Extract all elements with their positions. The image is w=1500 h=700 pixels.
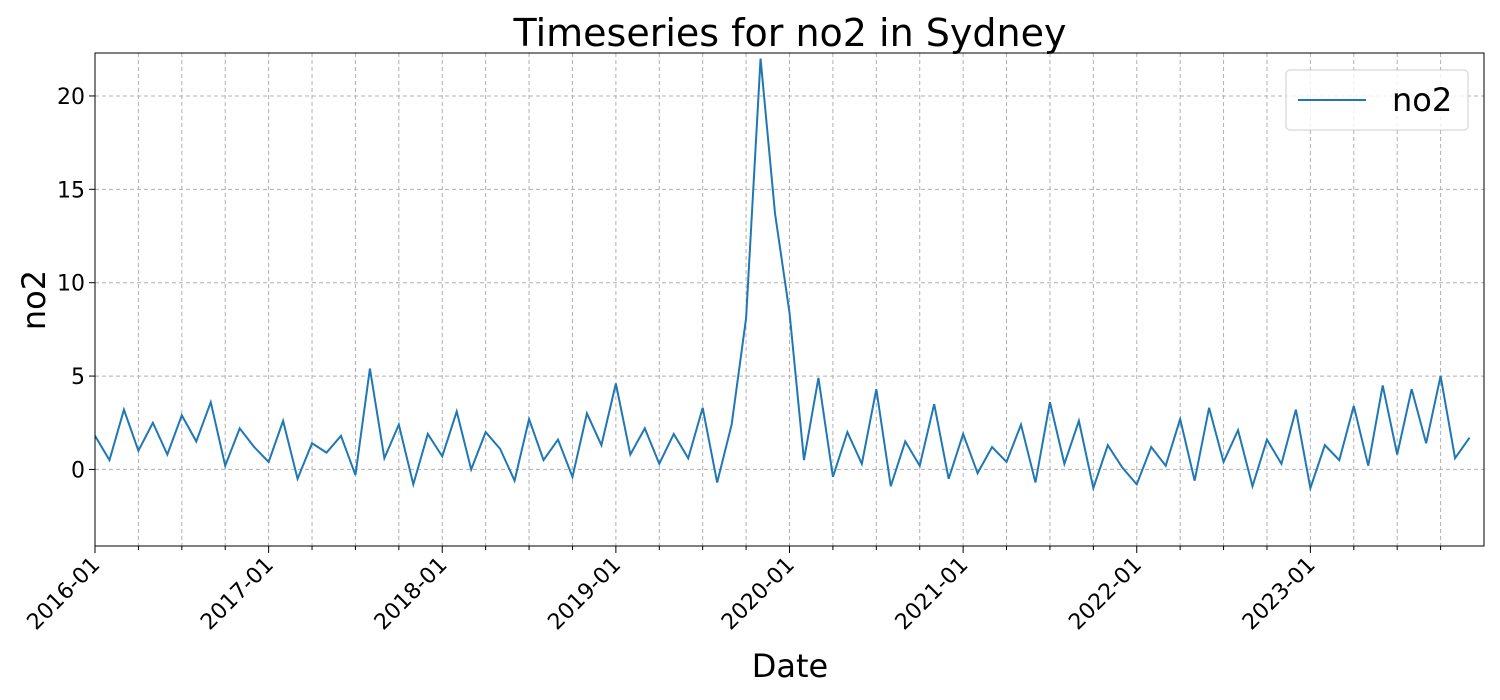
y-tick-label: 20 [57,85,85,110]
x-tick-label: 2020-01 [717,553,800,636]
x-tick-label: 2016-01 [23,553,106,636]
legend-label: no2 [1392,81,1452,119]
y-tick-label: 10 [57,272,85,297]
legend-box [1285,69,1469,131]
plot-frame [94,52,1485,547]
y-tick-label: 0 [71,458,85,483]
x-tick-label: 2022-01 [1064,553,1147,636]
x-axis-label: Date [752,647,828,685]
y-tick-label: 15 [57,178,85,203]
x-tick-label: 2023-01 [1238,553,1321,636]
x-tick-label: 2017-01 [196,553,279,636]
chart-title: Timeseries for no2 in Sydney [513,11,1067,55]
x-tick-label: 2021-01 [891,553,974,636]
y-tick-label: 5 [71,365,85,390]
x-tick-label: 2018-01 [370,553,453,636]
x-tick-label: 2019-01 [543,553,626,636]
data-line [95,58,1471,493]
y-axis-label: no2 [15,270,53,330]
